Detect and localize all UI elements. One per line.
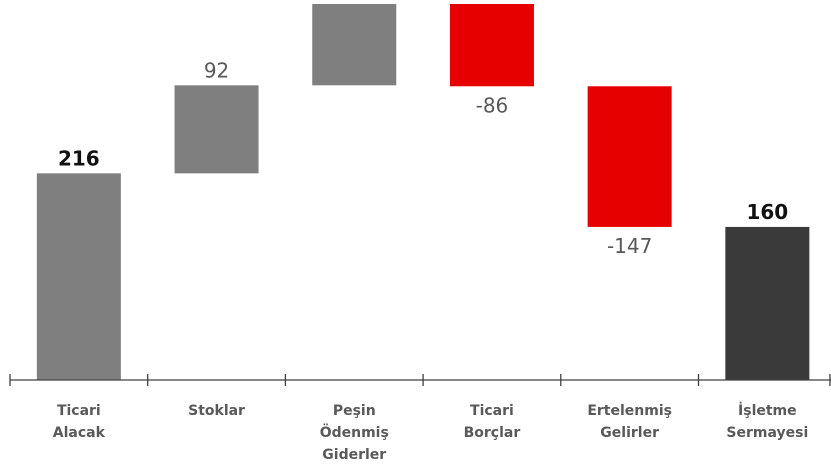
category-label-5: Ertelenmiş Gelirler xyxy=(587,403,672,441)
value-label-1: 216 xyxy=(58,146,100,170)
category-label-1: Ticari Alacak xyxy=(53,403,106,441)
value-label-2: 92 xyxy=(204,58,229,82)
category-label-6: İşletme Sermayesi xyxy=(726,402,808,441)
bar-6 xyxy=(725,226,810,380)
category-label-4: Ticari Borçlar xyxy=(464,403,521,441)
value-label-4: -86 xyxy=(476,93,509,117)
bar-3 xyxy=(312,4,397,86)
bar-2 xyxy=(174,85,259,174)
x-axis xyxy=(9,374,831,386)
value-label-3: 85 xyxy=(342,0,367,1)
category-label-2: Stoklar xyxy=(188,403,245,419)
bar-5 xyxy=(587,86,672,227)
category-label-3: Peşin Ödenmiş Giderler xyxy=(320,403,389,463)
value-label-5: -147 xyxy=(607,234,652,258)
bars-group xyxy=(36,4,810,380)
value-label-6: 160 xyxy=(746,200,788,224)
value-labels-group: 216 92 85 -86 -147 160 xyxy=(58,0,788,258)
bar-4 xyxy=(449,4,534,87)
bar-1 xyxy=(36,173,121,380)
category-labels-group: Ticari Alacak Stoklar Peşin Ödenmiş Giderler T… xyxy=(53,402,808,463)
